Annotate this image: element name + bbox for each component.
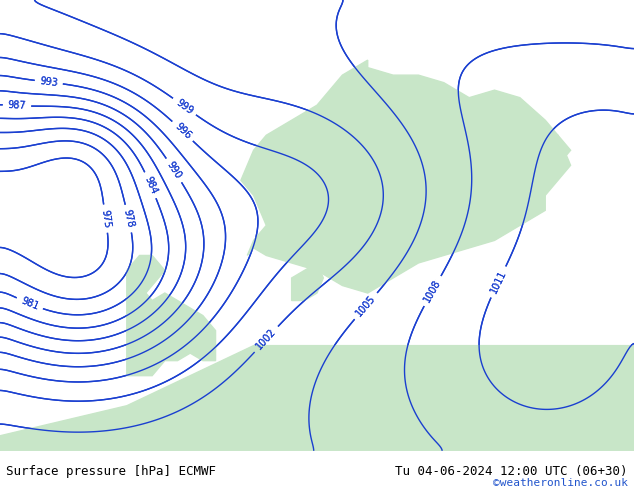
Text: ©weatheronline.co.uk: ©weatheronline.co.uk <box>493 478 628 488</box>
Text: 1002: 1002 <box>254 327 278 352</box>
Polygon shape <box>127 286 216 376</box>
Text: 975: 975 <box>100 209 112 228</box>
Text: 981: 981 <box>19 295 40 312</box>
Text: 996: 996 <box>172 121 193 141</box>
Text: 1008: 1008 <box>422 278 443 304</box>
Text: 990: 990 <box>165 160 183 181</box>
Polygon shape <box>0 345 634 451</box>
Polygon shape <box>127 255 165 300</box>
Text: Surface pressure [hPa] ECMWF: Surface pressure [hPa] ECMWF <box>6 465 216 478</box>
Text: 1005: 1005 <box>354 294 378 318</box>
Text: 1011: 1011 <box>488 269 508 295</box>
Text: 975: 975 <box>100 209 112 228</box>
Text: 1008: 1008 <box>422 278 443 304</box>
Polygon shape <box>292 263 323 300</box>
Text: 987: 987 <box>8 100 27 111</box>
Text: 999: 999 <box>174 97 195 116</box>
Text: 1011: 1011 <box>488 269 508 295</box>
Text: 984: 984 <box>142 175 158 196</box>
Polygon shape <box>444 105 571 225</box>
Text: 1002: 1002 <box>254 327 278 352</box>
Polygon shape <box>241 60 571 293</box>
Text: 993: 993 <box>39 76 58 88</box>
Text: 990: 990 <box>165 160 183 181</box>
Text: 1005: 1005 <box>354 294 378 318</box>
Text: Tu 04-06-2024 12:00 UTC (06+30): Tu 04-06-2024 12:00 UTC (06+30) <box>395 465 628 478</box>
Text: 978: 978 <box>122 208 136 229</box>
Text: 984: 984 <box>142 175 158 196</box>
Text: 999: 999 <box>174 97 195 116</box>
Text: 987: 987 <box>8 100 27 111</box>
Text: 981: 981 <box>19 295 40 312</box>
Text: 996: 996 <box>172 121 193 141</box>
Text: 993: 993 <box>39 76 58 88</box>
Text: 978: 978 <box>122 208 136 229</box>
